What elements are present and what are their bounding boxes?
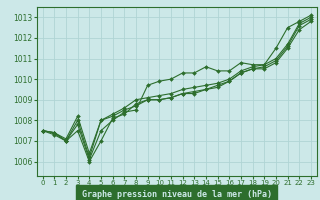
X-axis label: Graphe pression niveau de la mer (hPa): Graphe pression niveau de la mer (hPa) xyxy=(82,190,272,199)
